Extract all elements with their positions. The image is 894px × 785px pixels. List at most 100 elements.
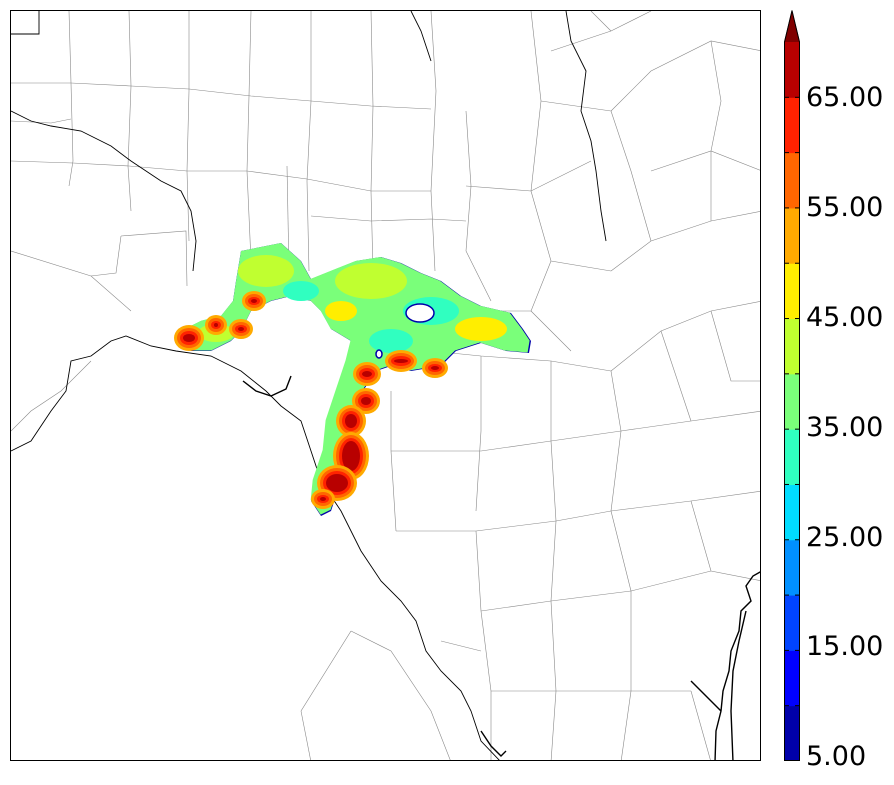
- colorbar-segment: [784, 484, 800, 541]
- colorbar-outline: [784, 10, 800, 761]
- precip-blob: [455, 317, 507, 341]
- colorbar: [784, 10, 800, 762]
- county-line: [11, 250, 132, 312]
- coastline-segment: [690, 680, 722, 712]
- county-line: [440, 640, 482, 652]
- precip-blob: [335, 263, 407, 299]
- colorbar-tick-label: 55.00: [806, 192, 884, 223]
- county-line: [610, 510, 712, 592]
- colorbar-tick-label: 65.00: [806, 82, 884, 113]
- coastline-segment: [242, 375, 292, 397]
- colorbar-segment: [784, 429, 800, 485]
- precip-core-65: [394, 359, 408, 363]
- county-line: [475, 356, 482, 512]
- county-line: [310, 215, 467, 222]
- precip-core-65: [342, 441, 360, 471]
- county-line: [90, 235, 122, 277]
- county-line: [710, 310, 760, 382]
- county-line: [396, 490, 760, 532]
- colorbar-tick-label: 15.00: [806, 631, 884, 662]
- colorbar-segment: [784, 152, 800, 209]
- county-line: [540, 100, 612, 112]
- precip-core-65: [320, 497, 326, 501]
- precip-blob: [369, 329, 413, 353]
- colorbar-segment: [784, 373, 800, 430]
- colorbar-segment: [784, 318, 800, 375]
- county-line: [391, 410, 760, 452]
- coastline-segment: [480, 730, 507, 757]
- county-line: [68, 11, 74, 187]
- county-line: [11, 118, 72, 124]
- colorbar-segment: [784, 595, 800, 651]
- county-line: [11, 360, 92, 432]
- colorbar-tick-label: 25.00: [806, 522, 884, 553]
- colorbar-segment: [784, 97, 800, 154]
- colorbar-tick-label: 5.00: [806, 741, 867, 772]
- county-line: [550, 520, 557, 760]
- colorbar-tick-label: 45.00: [806, 302, 884, 333]
- county-line: [11, 160, 431, 192]
- map-panel: [10, 10, 761, 761]
- county-line: [465, 110, 492, 302]
- precip-core-65: [238, 327, 244, 331]
- colorbar-segment: [784, 539, 800, 596]
- county-line: [690, 690, 711, 760]
- precip-blob: [283, 281, 319, 301]
- county-line: [430, 11, 437, 272]
- boundary-line: [11, 335, 500, 760]
- county-line: [650, 150, 760, 172]
- county-line: [306, 11, 312, 272]
- county-line: [300, 710, 311, 760]
- county-line: [465, 160, 592, 192]
- colorbar-tick-label: 35.00: [806, 412, 884, 443]
- county-line: [11, 82, 432, 110]
- county-line: [480, 590, 632, 612]
- county-line: [350, 630, 451, 760]
- county-line: [590, 11, 612, 32]
- county-line: [430, 350, 612, 372]
- county-line: [120, 230, 188, 287]
- county-line: [300, 630, 352, 712]
- county-line: [530, 11, 542, 192]
- county-line: [246, 11, 252, 262]
- county-line: [660, 330, 692, 422]
- county-boundaries: [11, 11, 760, 760]
- colorbar-segment: [784, 263, 800, 320]
- precip-core-65: [361, 397, 371, 405]
- precip-blob: [325, 301, 357, 321]
- precip-hole: [375, 349, 383, 359]
- county-line: [690, 500, 760, 581]
- precip-core-65: [345, 414, 357, 428]
- precip-core-65: [362, 371, 372, 377]
- county-line: [610, 301, 760, 372]
- county-line: [475, 530, 492, 760]
- precip-core-65: [183, 334, 195, 342]
- colorbar-bar: [784, 10, 800, 762]
- precip-core-65: [251, 299, 257, 303]
- county-line: [610, 370, 622, 512]
- county-line: [550, 11, 652, 52]
- county-line: [370, 11, 374, 272]
- county-line: [710, 40, 722, 152]
- precip-core-65: [214, 323, 218, 327]
- coastline: [242, 375, 760, 760]
- boundary-line: [11, 11, 40, 35]
- county-line: [127, 11, 132, 212]
- colorbar-extend-triangle: [784, 10, 800, 42]
- colorbar-segment: [784, 42, 800, 98]
- boundary-line: [410, 11, 432, 62]
- state-boundary: [11, 11, 607, 760]
- precip-core-65: [326, 474, 348, 492]
- colorbar-segment: [784, 207, 800, 264]
- precip-core-65: [431, 366, 439, 370]
- county-line: [610, 211, 760, 272]
- precip-blob: [238, 255, 294, 287]
- county-line: [610, 40, 760, 112]
- county-line: [530, 260, 572, 352]
- county-line: [620, 591, 632, 760]
- boundary-line: [565, 11, 607, 242]
- county-line: [390, 391, 397, 532]
- colorbar-segment: [784, 705, 800, 762]
- coastline-segment: [714, 571, 760, 760]
- county-line: [530, 190, 612, 272]
